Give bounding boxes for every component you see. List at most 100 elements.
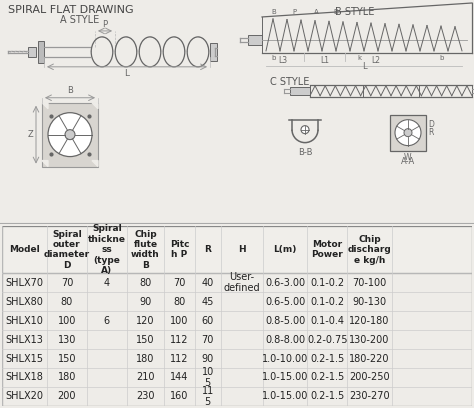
Text: W: W	[404, 153, 412, 162]
Text: D: D	[428, 120, 434, 129]
Text: 1.0-15.00: 1.0-15.00	[262, 373, 308, 382]
Text: P: P	[102, 20, 108, 29]
Text: 0.8-8.00: 0.8-8.00	[265, 335, 305, 344]
Circle shape	[65, 130, 75, 140]
Text: 150: 150	[58, 353, 76, 364]
Circle shape	[395, 120, 421, 146]
Text: 100: 100	[170, 315, 189, 326]
Text: 210: 210	[136, 373, 155, 382]
Text: 70: 70	[61, 277, 73, 288]
Text: 180-220: 180-220	[349, 353, 390, 364]
Text: 0.2-0.75: 0.2-0.75	[307, 335, 347, 344]
Text: SHLX10: SHLX10	[6, 315, 44, 326]
Circle shape	[48, 113, 92, 157]
Text: A STYLE: A STYLE	[60, 15, 100, 25]
Text: 90: 90	[201, 353, 214, 364]
Text: 0.2-1.5: 0.2-1.5	[310, 391, 345, 401]
Bar	[210, 43, 217, 61]
Text: A-A: A-A	[401, 157, 415, 166]
Text: 45: 45	[201, 297, 214, 306]
Text: B: B	[67, 86, 73, 95]
Text: b: b	[440, 55, 444, 61]
Text: B: B	[272, 9, 276, 15]
Text: 130: 130	[58, 335, 76, 344]
Polygon shape	[42, 161, 48, 166]
Text: P: P	[292, 9, 296, 15]
Text: 0.2-1.5: 0.2-1.5	[310, 373, 345, 382]
Text: SPIRAL FLAT DRAWING: SPIRAL FLAT DRAWING	[8, 5, 134, 15]
Text: H: H	[238, 245, 246, 254]
Text: 0.6-5.00: 0.6-5.00	[265, 297, 305, 306]
Polygon shape	[42, 103, 48, 109]
Text: B-B: B-B	[298, 148, 312, 157]
Bar	[290, 87, 310, 95]
Text: 4: 4	[104, 277, 110, 288]
Text: L: L	[125, 69, 129, 78]
Text: k: k	[357, 55, 361, 61]
Text: 120: 120	[136, 315, 155, 326]
Circle shape	[404, 129, 412, 137]
Text: 70: 70	[173, 277, 186, 288]
Text: Pitc
h P: Pitc h P	[170, 240, 189, 259]
Text: 180: 180	[58, 373, 76, 382]
Text: 120-180: 120-180	[349, 315, 390, 326]
Text: Spiral
thickne
ss
(type
A): Spiral thickne ss (type A)	[88, 224, 126, 275]
Text: 11
5: 11 5	[201, 386, 214, 407]
Text: 60: 60	[201, 315, 214, 326]
Text: 0.1-0.2: 0.1-0.2	[310, 277, 345, 288]
Text: 90: 90	[139, 297, 152, 306]
Text: 200: 200	[58, 391, 76, 401]
Text: SHLX15: SHLX15	[6, 353, 44, 364]
Text: B: B	[334, 9, 338, 15]
Text: 0.1-0.2: 0.1-0.2	[310, 297, 345, 306]
Text: B STYLE: B STYLE	[335, 7, 374, 17]
Text: 0.1-0.4: 0.1-0.4	[310, 315, 344, 326]
Text: 130-200: 130-200	[349, 335, 390, 344]
Text: C STYLE: C STYLE	[270, 77, 310, 87]
Text: 100: 100	[58, 315, 76, 326]
Bar	[2, 226, 472, 273]
Text: SHLX70: SHLX70	[6, 277, 44, 288]
Text: SHLX13: SHLX13	[6, 335, 44, 344]
Text: 112: 112	[170, 335, 189, 344]
Text: 80: 80	[139, 277, 152, 288]
Text: 112: 112	[170, 353, 189, 364]
Bar	[38, 41, 44, 63]
Text: b: b	[272, 55, 276, 61]
Text: 40: 40	[201, 277, 214, 288]
Text: 200-250: 200-250	[349, 373, 390, 382]
Text: 180: 180	[137, 353, 155, 364]
Polygon shape	[92, 161, 98, 166]
Text: L1: L1	[320, 56, 329, 65]
Text: Chip
discharg
e kg/h: Chip discharg e kg/h	[348, 235, 392, 265]
Text: 160: 160	[170, 391, 189, 401]
Polygon shape	[92, 103, 98, 109]
Text: SHLX20: SHLX20	[6, 391, 44, 401]
Text: 6: 6	[104, 315, 110, 326]
Text: 0.8-5.00: 0.8-5.00	[265, 315, 305, 326]
Text: Chip
flute
width
B: Chip flute width B	[131, 230, 160, 270]
Text: L(m): L(m)	[273, 245, 297, 254]
Text: SHLX18: SHLX18	[6, 373, 44, 382]
Circle shape	[301, 126, 309, 134]
Text: R: R	[204, 245, 211, 254]
Text: 80: 80	[61, 297, 73, 306]
Text: 230-270: 230-270	[349, 391, 390, 401]
Text: R: R	[428, 128, 433, 137]
Bar	[42, 103, 98, 166]
Text: Model: Model	[9, 245, 40, 254]
Text: Spiral
outer
diameter
D: Spiral outer diameter D	[44, 230, 90, 270]
Bar	[390, 115, 426, 151]
Text: 1.0-15.00: 1.0-15.00	[262, 391, 308, 401]
Text: Z: Z	[27, 130, 33, 139]
Text: User-
defined: User- defined	[223, 272, 260, 293]
Text: 230: 230	[136, 391, 155, 401]
Text: 90-130: 90-130	[353, 297, 387, 306]
Text: 70-100: 70-100	[353, 277, 387, 288]
Text: SHLX80: SHLX80	[6, 297, 44, 306]
Text: 150: 150	[136, 335, 155, 344]
Bar	[28, 47, 36, 57]
Text: 1.0-10.00: 1.0-10.00	[262, 353, 308, 364]
Text: 10
5: 10 5	[201, 367, 214, 388]
Bar	[248, 35, 262, 45]
